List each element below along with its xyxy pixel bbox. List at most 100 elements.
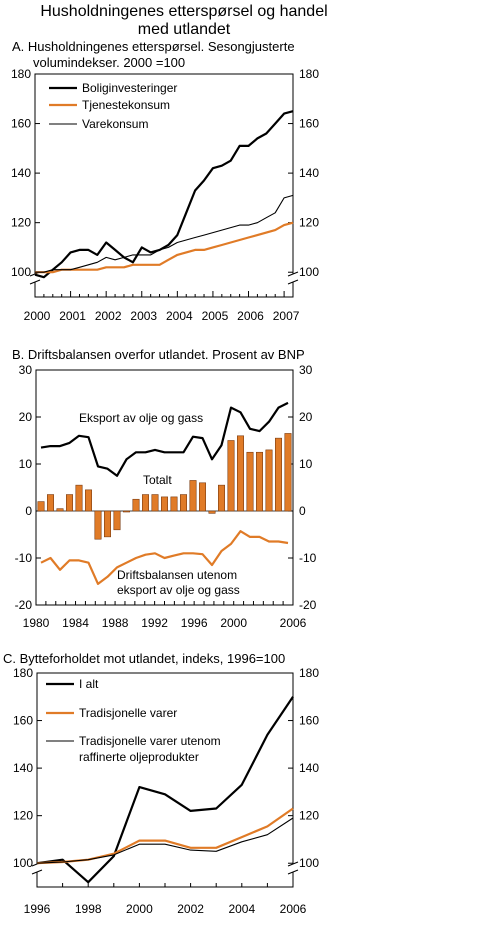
panel-a-xtick-label: 2004 [166, 309, 193, 323]
panel-b-xtick-label: 2000 [220, 616, 247, 630]
panel-a-xtick-label: 2000 [24, 309, 51, 323]
panel-c-xtick-label: 2004 [228, 902, 255, 916]
panel-c-xtick-label: 1996 [24, 902, 51, 916]
panel-a-frame [34, 73, 294, 298]
panel-b-title: B. Driftsbalansen overfor utlandet. Pros… [12, 347, 305, 362]
panel-b-bar [180, 494, 188, 512]
panel-c-title: C. Bytteforholdet mot utlandet, indeks, … [3, 651, 286, 666]
panel-c-break-mark-right-bottom [287, 869, 299, 875]
panel-b-bar [123, 510, 131, 513]
panel-b-ytick-label-left: 0 [25, 504, 32, 518]
panel-c-xtick-label: 1998 [75, 902, 102, 916]
panel-a-ytick-label-right: 140 [299, 166, 319, 180]
panel-b-xtick-label: 1980 [23, 616, 50, 630]
panel-b-ytick-label-right: 10 [299, 457, 313, 471]
panel-b-xtick-label: 1984 [62, 616, 89, 630]
panel-a-ytick-label-left: 140 [11, 166, 31, 180]
panel-b-bar [151, 494, 159, 512]
panel-a-series-0-line [34, 110, 294, 279]
panel-b-bar [265, 449, 273, 512]
panel-a-series-2-line [35, 194, 294, 273]
panel-c-series-2-line [36, 817, 294, 864]
panel-c-xtick-label: 2000 [126, 902, 153, 916]
panel-b-ytick-label-right: 30 [299, 363, 313, 377]
panel-a-ytick-label-left: 180 [11, 67, 31, 81]
figure-title-line1: Husholdningenes etterspørsel og handel [40, 3, 328, 20]
panel-a-ytick-label-right: 120 [299, 216, 319, 230]
panel-a-legend-label-1: Tjenestekonsum [82, 98, 170, 112]
panel-b-bar [142, 494, 150, 512]
panel-b-bar [66, 494, 74, 512]
panel-a-xtick-label: 2007 [273, 309, 300, 323]
panel-c-legend-label-0: I alt [79, 677, 99, 691]
panel-b-bar [246, 451, 254, 512]
panel-b-bar [189, 480, 197, 512]
panel-b-bar [104, 510, 112, 538]
panel-b-xtick-label: 1996 [181, 616, 208, 630]
panel-a-xtick-label: 2005 [202, 309, 229, 323]
panel-b-bar [274, 437, 282, 512]
panel-a-series-1-line [35, 221, 294, 274]
panel-b-label-non-oil-line1: Driftsbalansen utenom [117, 568, 237, 582]
panel-c-legend-label-2-line2: raffinerte oljeprodukter [79, 750, 199, 764]
panel-b-xtick-label: 2006 [280, 616, 307, 630]
panel-b-bar [218, 484, 226, 512]
panel-c-ytick-label-left: 180 [13, 666, 33, 680]
panel-b-bar [46, 494, 54, 512]
panel-b-bar [75, 484, 83, 512]
panel-b-ytick-label-right: 0 [299, 504, 306, 518]
panel-c-ytick-label-right: 140 [299, 761, 319, 775]
panel-b-xtick-label: 1992 [141, 616, 168, 630]
panel-b-bar [255, 451, 263, 512]
panel-b-bar [227, 440, 235, 512]
panel-c-break-mark-right-top [287, 861, 299, 867]
panel-b-bar [161, 496, 169, 512]
panel-a-title-line2: volumindekser. 2000 =100 [33, 55, 186, 70]
panel-b-bar [85, 489, 93, 512]
panel-c-ytick-label-right: 100 [299, 856, 319, 870]
panel-c-ytick-label-right: 160 [299, 714, 319, 728]
panel-b-ytick-label-right: 20 [299, 410, 313, 424]
panel-a-break-mark-right-top [287, 271, 299, 277]
panel-b-bar [284, 433, 292, 512]
panel-b-bar [170, 496, 178, 512]
panel-c-ytick-label-left: 140 [13, 761, 33, 775]
panel-c-legend-label-2-line1: Tradisjonelle varer utenom [79, 734, 221, 748]
panel-b-bar [199, 482, 207, 512]
panel-b-bar [237, 435, 245, 512]
panel-a-break-gap-right [290, 274, 296, 282]
panel-a-ytick-label-left: 160 [11, 117, 31, 131]
panel-a-ytick-label-left: 120 [11, 216, 31, 230]
panel-c-series-0-line [36, 696, 294, 884]
panel-a-legend-label-0: Boliginvesteringer [82, 81, 177, 95]
panel-c-ytick-label-left: 100 [13, 856, 33, 870]
panel-c-ytick-label-left: 120 [13, 809, 33, 823]
panel-c-series-1-line [36, 807, 294, 865]
panel-b-bar [37, 501, 45, 512]
panel-b-label-non-oil-line2: eksport av olje og gass [117, 583, 240, 597]
panel-b-ytick-label-left: -10 [15, 551, 33, 565]
panel-a-break-gap-left [32, 274, 38, 282]
panel-c-ytick-label-right: 120 [299, 809, 319, 823]
panel-a-break-mark-left-bottom [29, 279, 41, 285]
panel-b-label-export: Eksport av olje og gass [79, 411, 203, 425]
panel-a-legend-label-2: Varekonsum [82, 117, 148, 131]
panel-c-break-mark-left-bottom [31, 869, 43, 875]
panel-b-ytick-label-right: -20 [299, 598, 317, 612]
panel-c-legend-label-1: Tradisjonelle varer [79, 706, 177, 720]
panel-b-series-0-line [40, 401, 289, 477]
panel-b-series-1-line [40, 530, 289, 586]
panel-c-ytick-label-left: 160 [13, 714, 33, 728]
panel-c-ytick-label-right: 180 [299, 666, 319, 680]
panel-a-ytick-label-left: 100 [11, 265, 31, 279]
panel-b-ytick-label-left: 30 [19, 363, 33, 377]
panel-b-bar [56, 508, 64, 512]
panel-a-xtick-label: 2006 [237, 309, 264, 323]
panel-b-label-total: Totalt [143, 473, 172, 487]
panel-b-bar [113, 510, 121, 531]
panel-c-xtick-label: 2002 [177, 902, 204, 916]
panel-b-bar [208, 510, 216, 514]
panel-c-xtick-label: 2006 [280, 902, 307, 916]
panel-a-xtick-label: 2001 [59, 309, 86, 323]
